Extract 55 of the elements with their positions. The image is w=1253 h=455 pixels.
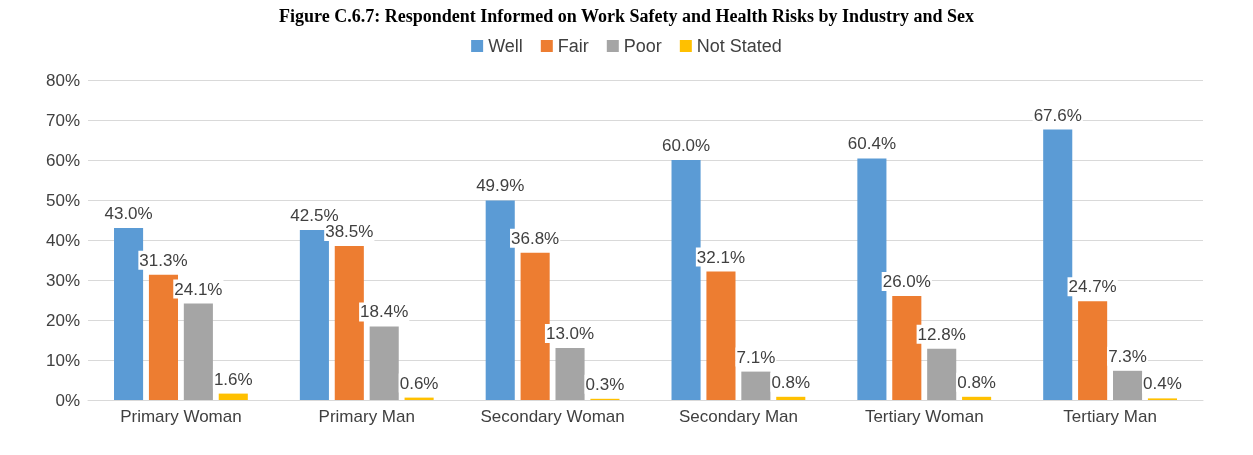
data-label: 67.6% bbox=[1033, 105, 1082, 125]
bar bbox=[555, 348, 585, 400]
bar bbox=[218, 393, 248, 400]
data-label: 24.7% bbox=[1068, 277, 1117, 297]
x-tick-label: Primary Man bbox=[318, 407, 415, 426]
data-label: 1.6% bbox=[213, 369, 253, 389]
y-tick-label: 20% bbox=[45, 310, 80, 330]
data-label: 31.3% bbox=[139, 250, 188, 270]
data-label: 0.3% bbox=[585, 374, 625, 394]
data-label: 36.8% bbox=[511, 228, 560, 248]
data-label: 38.5% bbox=[325, 222, 374, 241]
x-tick-label: Primary Woman bbox=[120, 407, 242, 426]
data-label: 0.4% bbox=[1143, 374, 1182, 394]
y-tick-label: 30% bbox=[45, 270, 80, 290]
legend-label: Poor bbox=[623, 36, 662, 56]
data-label: 7.3% bbox=[1108, 346, 1147, 366]
data-label: 13.0% bbox=[545, 324, 595, 343]
y-tick-label: 70% bbox=[45, 110, 80, 130]
x-tick-label: Secondary Man bbox=[678, 407, 798, 426]
y-tick-label: 60% bbox=[45, 150, 80, 170]
bar bbox=[706, 271, 736, 400]
data-label: 26.0% bbox=[882, 272, 931, 291]
y-tick-label: 80% bbox=[45, 70, 80, 90]
data-label: 18.4% bbox=[360, 302, 409, 322]
data-label: 42.5% bbox=[290, 206, 339, 225]
data-label: 0.6% bbox=[399, 373, 439, 393]
bar bbox=[927, 348, 957, 400]
data-label: 49.9% bbox=[476, 176, 525, 196]
bar bbox=[183, 303, 213, 400]
bar bbox=[962, 396, 992, 400]
data-label: 43.0% bbox=[104, 204, 153, 223]
bar bbox=[369, 326, 399, 400]
bar bbox=[776, 396, 806, 400]
y-tick-label: 10% bbox=[45, 350, 80, 370]
legend-label: Well bbox=[488, 36, 523, 56]
data-label: 60.4% bbox=[847, 134, 896, 154]
y-tick-label: 40% bbox=[45, 230, 80, 250]
x-tick-label: Tertiary Man bbox=[1063, 407, 1157, 426]
bar bbox=[1078, 301, 1108, 400]
data-label: 32.1% bbox=[696, 247, 746, 267]
x-tick-label: Secondary Woman bbox=[480, 407, 625, 426]
x-tick-label: Tertiary Woman bbox=[864, 407, 984, 426]
data-label: 7.1% bbox=[736, 347, 776, 367]
y-tick-label: 0% bbox=[55, 390, 80, 410]
data-label: 12.8% bbox=[917, 324, 966, 344]
y-tick-label: 50% bbox=[45, 190, 80, 210]
bar bbox=[1112, 370, 1143, 400]
data-label: 0.8% bbox=[957, 372, 996, 392]
data-label: 60.0% bbox=[661, 136, 711, 155]
data-label: 24.1% bbox=[174, 279, 223, 299]
bar bbox=[741, 371, 771, 400]
legend-label: Fair bbox=[557, 36, 589, 56]
legend-label: Not Stated bbox=[696, 36, 782, 56]
chart-title: Figure C.6.7: Respondent Informed on Work Safety and Health Risks by Industry and Sex bbox=[279, 6, 974, 26]
data-label: 0.8% bbox=[771, 372, 811, 392]
